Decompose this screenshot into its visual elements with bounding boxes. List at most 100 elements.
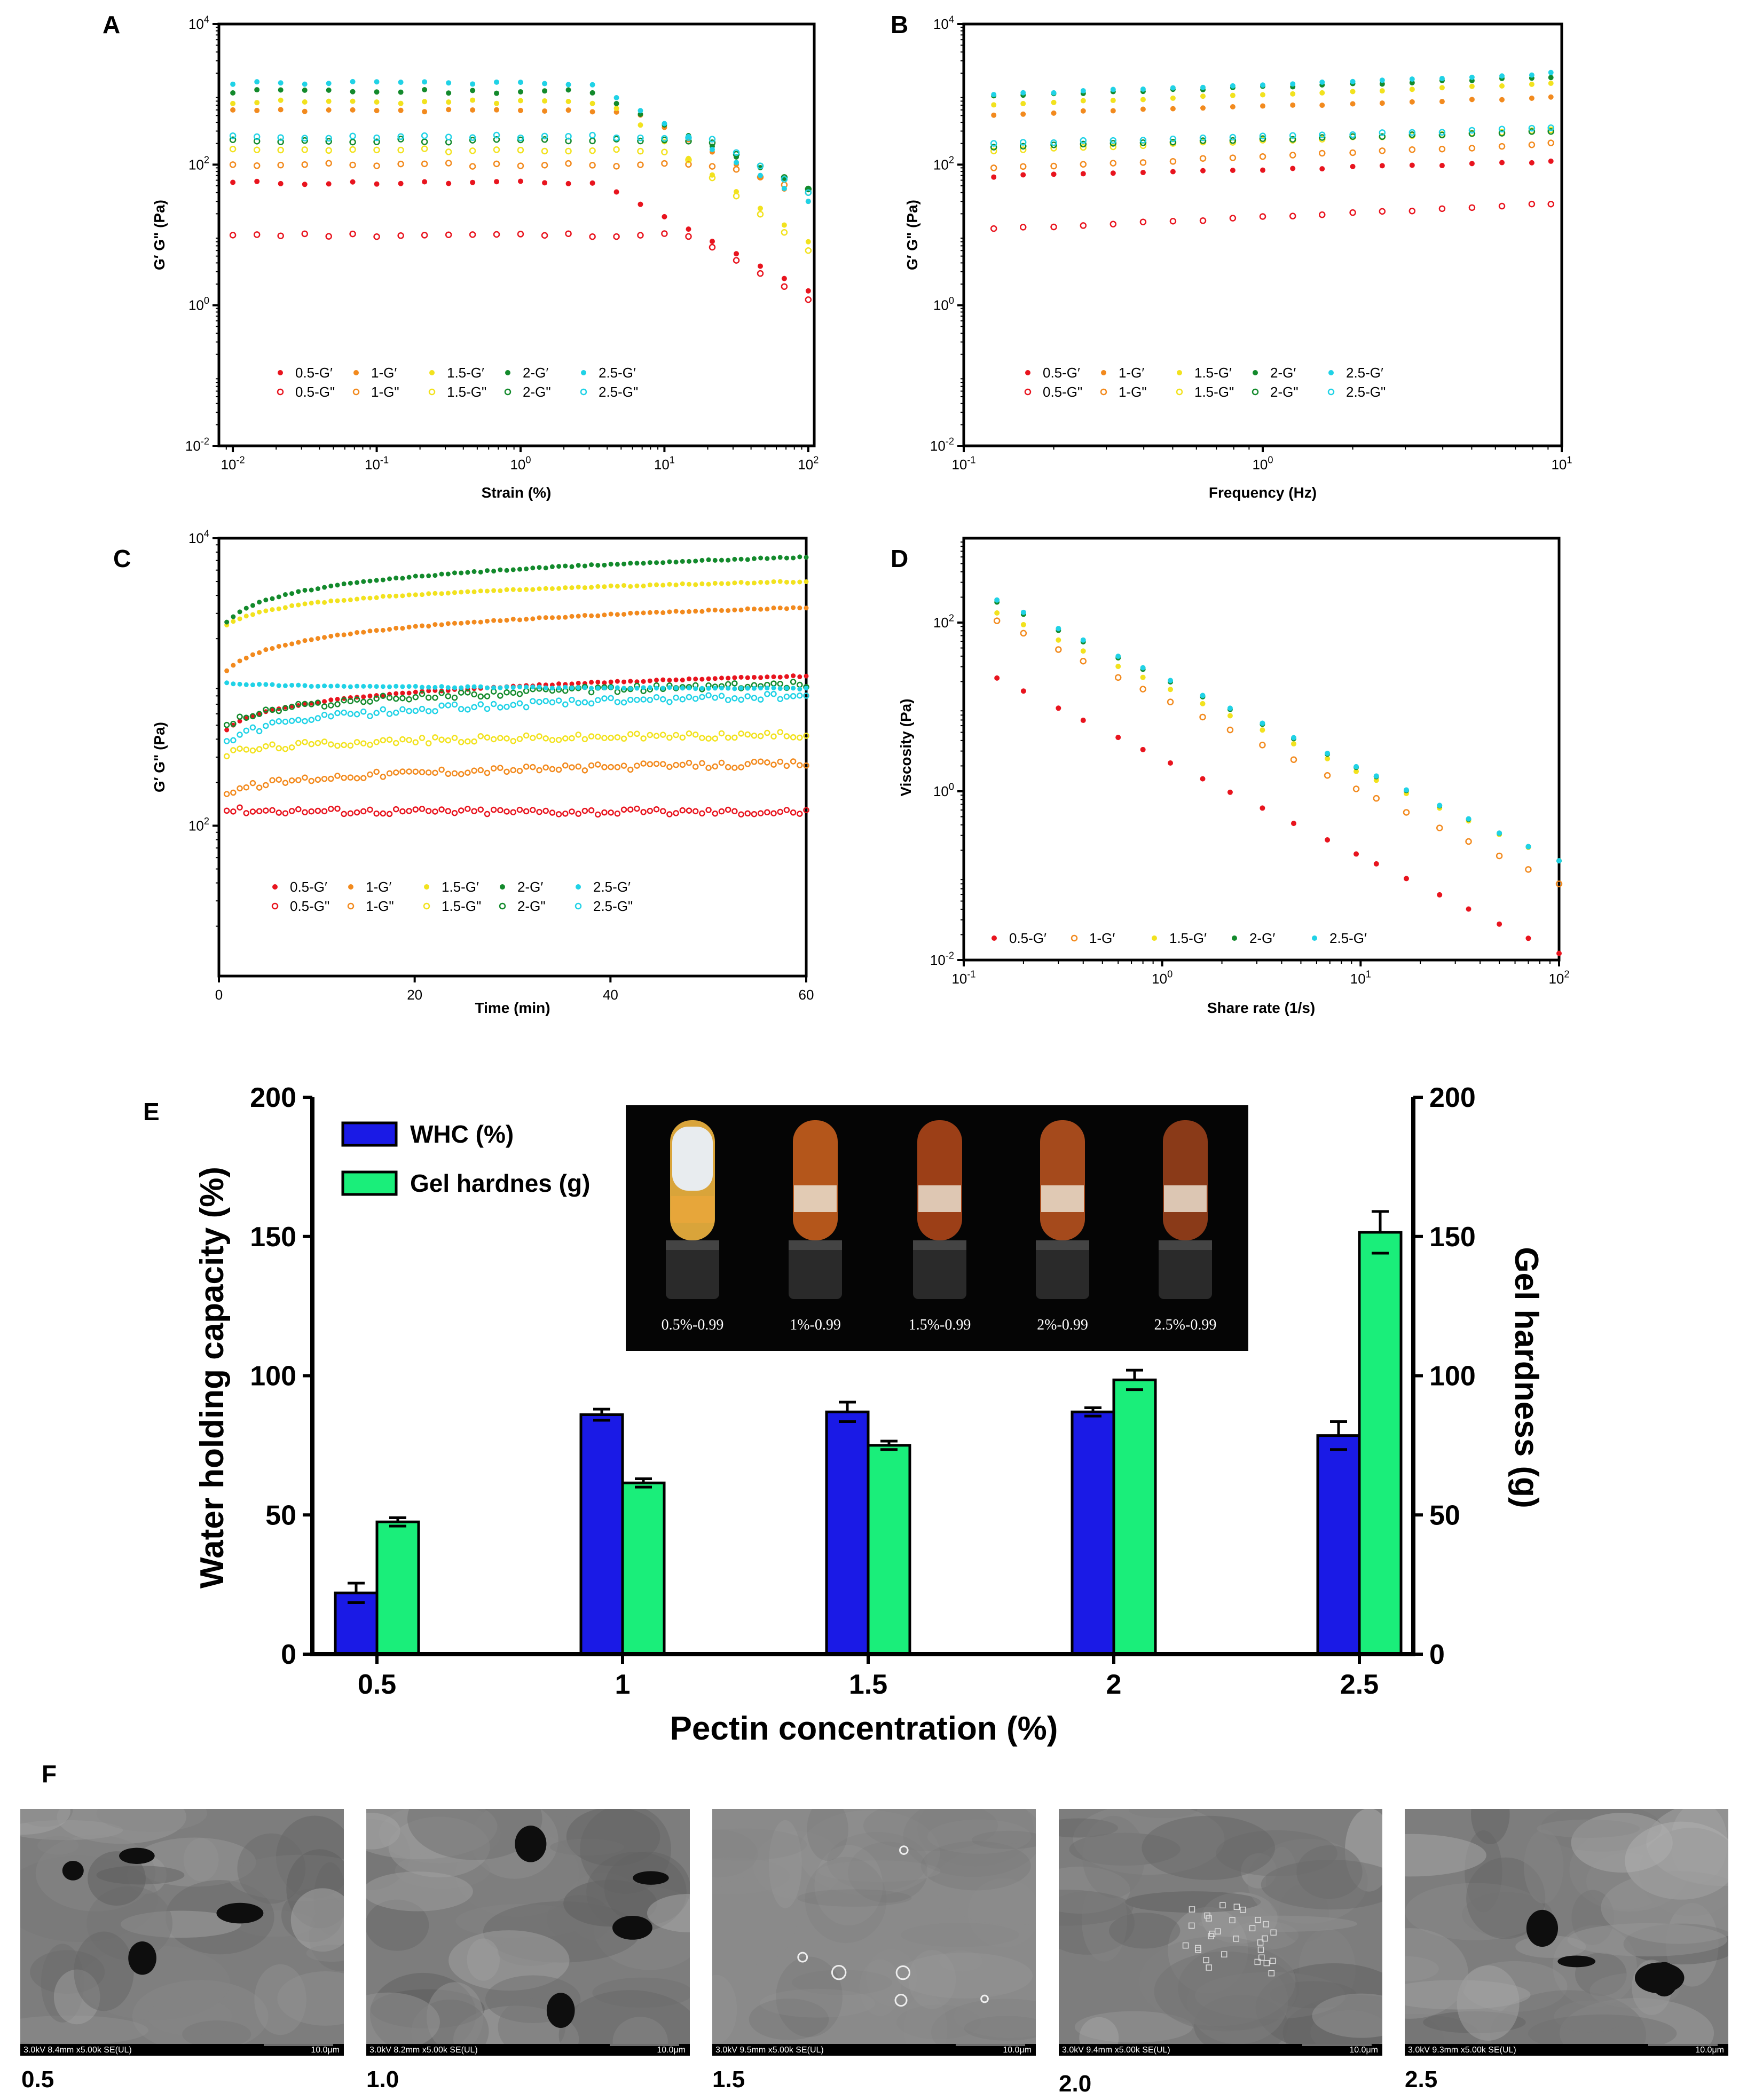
point-c-2-46 — [524, 617, 529, 622]
point-a-2-6 — [374, 108, 380, 114]
sem-texture-2-23 — [799, 1810, 940, 1896]
point-a-4-3 — [302, 99, 308, 105]
point-a-7-7 — [397, 136, 404, 143]
point-d-4-17 — [1497, 830, 1502, 836]
point-c-6-7 — [270, 596, 275, 601]
point-c-2-18 — [341, 632, 347, 638]
point-c-3-14 — [314, 776, 321, 783]
point-c-1-65 — [647, 807, 654, 814]
y-axis-label-a: G′ G" (Pa) — [151, 200, 168, 270]
bar-whc-3 — [1071, 1410, 1115, 1656]
point-c-5-12 — [302, 739, 308, 745]
point-c-9-15 — [321, 712, 328, 718]
point-c-6-30 — [420, 573, 425, 579]
point-b-0-4 — [1110, 170, 1116, 176]
point-b-6-13 — [1379, 81, 1385, 87]
point-c-9-3 — [243, 727, 250, 734]
point-b-0-9 — [1260, 167, 1265, 173]
point-c-7-78 — [731, 680, 738, 687]
point-c-9-60 — [614, 699, 621, 705]
point-a-4-1 — [254, 100, 260, 106]
point-c-3-10 — [288, 777, 295, 784]
sem-pore-1-1 — [612, 1915, 652, 1940]
point-c-0-69 — [673, 677, 679, 682]
legend-marker-C-gp-0 — [272, 884, 278, 890]
point-c-8-86 — [784, 686, 789, 691]
sem-label-2-5: 2.5 — [1405, 2066, 1438, 2093]
point-d-1-15 — [1436, 824, 1443, 831]
sem-texture-4-6 — [1461, 1961, 1568, 2012]
point-b-4-4 — [1110, 98, 1116, 104]
tube-label-4: 2.5%-0.99 — [1154, 1317, 1217, 1333]
point-c-0-73 — [699, 677, 705, 682]
point-c-9-16 — [328, 713, 334, 720]
point-c-3-29 — [412, 768, 419, 775]
point-c-8-42 — [498, 685, 503, 690]
point-c-2-34 — [445, 621, 451, 626]
point-c-2-13 — [309, 637, 314, 642]
point-b-1-2 — [1050, 223, 1057, 231]
point-d-4-2 — [1056, 626, 1061, 632]
legend-label-B-gp-4: 2.5-G′ — [1346, 365, 1383, 381]
legend-marker-B-gp-0 — [1025, 370, 1030, 375]
point-b-0-2 — [1051, 171, 1057, 177]
sem-info-text-3: 3.0kV 9.4mm x5.00k SE(UL) — [1062, 2046, 1170, 2055]
point-b-4-6 — [1170, 95, 1176, 101]
point-b-0-18 — [1529, 160, 1534, 166]
point-c-4-63 — [634, 583, 640, 588]
point-c-1-67 — [659, 808, 666, 814]
x-tick-label-B-2: 101 — [1551, 454, 1572, 473]
point-c-9-84 — [770, 690, 777, 697]
point-c-1-58 — [601, 809, 608, 816]
point-c-4-51 — [556, 586, 562, 591]
point-c-1-78 — [731, 808, 738, 815]
sem-texture-0-37 — [254, 1964, 306, 2035]
point-a-3-12 — [517, 162, 524, 169]
point-a-1-12 — [517, 231, 524, 238]
point-c-4-47 — [530, 587, 536, 592]
point-c-6-19 — [348, 580, 353, 586]
point-b-2-17 — [1499, 97, 1505, 103]
sem-texture-3-32 — [1059, 1890, 1134, 1926]
point-c-1-27 — [399, 808, 406, 815]
point-b-3-15 — [1438, 145, 1446, 153]
point-d-4-12 — [1353, 764, 1359, 769]
point-c-8-87 — [791, 686, 796, 691]
point-c-4-84 — [771, 579, 776, 584]
point-a-4-17 — [638, 122, 643, 128]
point-b-0-14 — [1409, 162, 1415, 168]
point-b-0-5 — [1140, 170, 1146, 176]
point-c-2-1 — [231, 663, 236, 668]
sem-texture-4-22 — [1571, 1813, 1673, 1873]
point-c-9-40 — [484, 705, 491, 712]
point-c-9-41 — [490, 701, 497, 707]
point-d-2-12 — [1353, 768, 1359, 774]
point-c-3-52 — [562, 762, 569, 769]
sem-particle-5 — [899, 1845, 909, 1855]
point-a-9-13 — [541, 132, 548, 140]
sem-label-2-0: 2.0 — [1059, 2071, 1092, 2097]
legend-marker-C-gpp-0 — [271, 902, 279, 910]
point-c-9-19 — [347, 711, 354, 717]
sem-texture-1-14 — [453, 2005, 579, 2056]
sem-crystal-12 — [1189, 1922, 1195, 1929]
point-a-4-10 — [470, 97, 476, 103]
point-c-7-37 — [465, 689, 471, 696]
point-c-9-21 — [360, 709, 367, 715]
y-tick-label-D-1-exp: 0 — [949, 781, 954, 792]
sem-crystal-1 — [1182, 1942, 1189, 1949]
point-b-1-7 — [1199, 217, 1207, 224]
point-c-7-5 — [256, 711, 263, 717]
point-c-4-7 — [270, 607, 275, 612]
legend-swatch-hardness — [341, 1170, 398, 1196]
point-b-7-0 — [990, 144, 997, 151]
point-b-1-18 — [1528, 200, 1536, 208]
point-b-7-9 — [1259, 135, 1266, 142]
point-c-1-66 — [653, 806, 660, 813]
point-d-1-11 — [1324, 772, 1331, 779]
legend-label-A-gpp-3: 2-G" — [523, 384, 551, 400]
point-c-2-9 — [282, 642, 288, 648]
point-c-1-68 — [666, 811, 673, 817]
sem-texture-3-9 — [1344, 1809, 1382, 1892]
